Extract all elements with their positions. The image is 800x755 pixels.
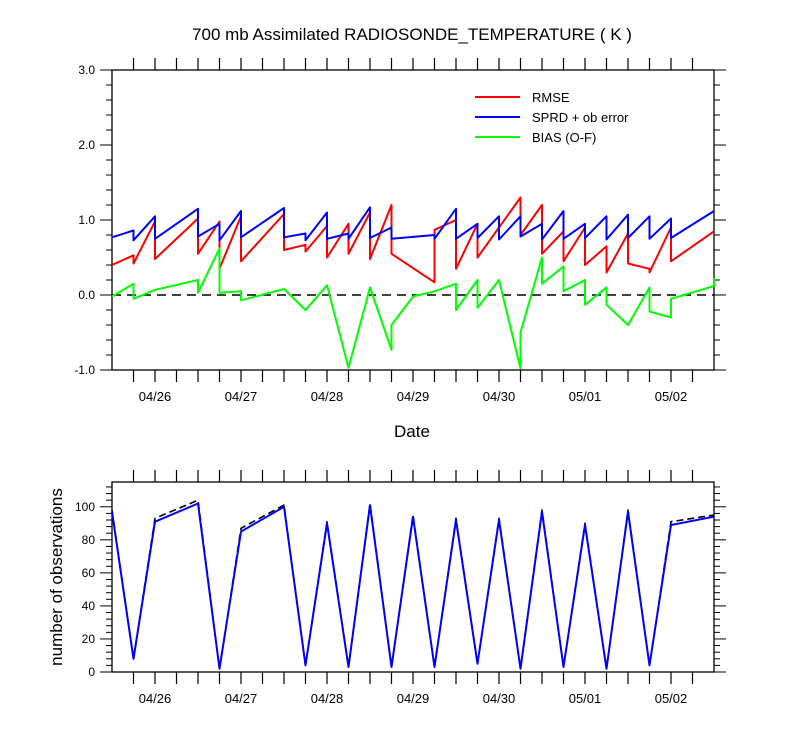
x-tick-label-2: 04/26 [139,691,172,706]
series-line-sprd-ob-error [111,206,715,242]
chart-title: 700 mb Assimilated RADIOSONDE_TEMPERATUR… [192,25,632,44]
x-tick-label-1: 04/26 [139,389,172,404]
x-tick-label-2: 05/02 [655,691,688,706]
x-tick-label-2: 05/01 [569,691,602,706]
y-tick-label-2: 20 [82,632,96,646]
series-line-rmse [111,196,715,284]
y-tick-label-2: 40 [82,599,96,613]
y-tick-label-1: 0.0 [78,288,95,302]
legend-label-0: RMSE [532,90,570,105]
legend-label-1: SPRD + ob error [532,110,629,125]
x-axis-title: Date [394,422,430,441]
obs-line-used [111,502,715,670]
y-tick-label-2: 80 [82,533,96,547]
legend-label-2: BIAS (O-F) [532,130,596,145]
x-tick-label-1: 04/29 [397,389,430,404]
y-tick-label-1: 2.0 [78,138,95,152]
series-line-bias-o-f- [111,247,715,370]
x-tick-label-1: 05/01 [569,389,602,404]
x-tick-label-2: 04/29 [397,691,430,706]
y-tick-label-1: 1.0 [78,213,95,227]
y-tick-label-2: 60 [82,566,96,580]
x-tick-label-1: 04/28 [311,389,344,404]
y-tick-label-1: -1.0 [74,363,95,377]
plot-frame-2 [111,481,715,673]
y-tick-label-2: 0 [88,665,95,679]
y-tick-label-1: 3.0 [78,63,95,77]
y-axis-title-observations: number of observations [47,488,66,666]
x-tick-label-2: 04/28 [311,691,344,706]
x-tick-label-1: 04/30 [483,389,516,404]
x-tick-label-1: 05/02 [655,389,688,404]
x-tick-label-2: 04/27 [225,691,258,706]
y-tick-label-2: 100 [75,500,95,514]
obs-line-possible [111,499,715,670]
x-tick-label-1: 04/27 [225,389,258,404]
x-tick-label-2: 04/30 [483,691,516,706]
